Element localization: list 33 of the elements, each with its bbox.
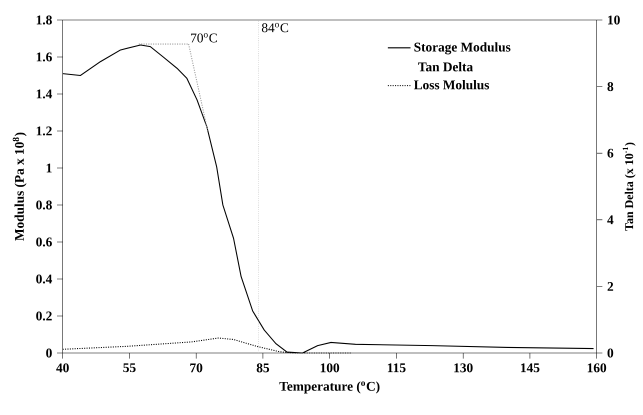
y-tick-label: 0 <box>46 348 52 358</box>
x-axis-title: Temperature ($^{o}$C) <box>279 381 380 394</box>
x-tick-label: 70 <box>190 363 202 372</box>
y2-tick-label: 10 <box>608 16 620 24</box>
y2-tick-label: 4 <box>607 215 614 224</box>
y2-tick-label: 0 <box>608 348 614 358</box>
y2-tick-label: 2 <box>608 282 614 291</box>
y-tick-label: 1.8 <box>36 15 52 25</box>
y-tick-label: 0.2 <box>36 311 52 321</box>
x-tick-label: 145 <box>521 363 540 372</box>
x-tick-label: 40 <box>56 363 69 372</box>
y2-tick-label: 8 <box>607 82 614 92</box>
y-tick-label: 1.6 <box>36 52 52 62</box>
annotation: Tan Delta <box>418 62 473 72</box>
y2-tick-label: 6 <box>607 148 614 158</box>
legend-label: Storage Modulus <box>414 42 510 54</box>
y-tick-label: 1.2 <box>36 126 52 136</box>
y-tick-label: 1.4 <box>36 90 52 98</box>
x-tick-label: 160 <box>588 363 606 372</box>
x-tick-label: 85 <box>256 363 270 372</box>
annotation: 70$^{o}$C <box>191 33 217 42</box>
ref-line-label: 84$^{o}$C <box>262 22 288 32</box>
x-tick-label: 130 <box>454 363 473 372</box>
y-tick-label: 0.6 <box>36 237 52 247</box>
y-axis-title: Modulus (Pa x 10$^{8}$) <box>12 132 27 241</box>
y-tick-label: 0.8 <box>36 200 52 210</box>
legend-label: Loss Molulus <box>414 80 490 90</box>
x-tick-label: 55 <box>123 363 136 372</box>
x-tick-label: 100 <box>320 363 340 372</box>
y-tick-label: 0.4 <box>36 274 52 284</box>
y2-axis-title: Tan Delta (x 10$^{-1}$) <box>622 142 636 231</box>
y-tick-label: 1 <box>46 164 52 172</box>
x-tick-label: 115 <box>388 363 406 372</box>
